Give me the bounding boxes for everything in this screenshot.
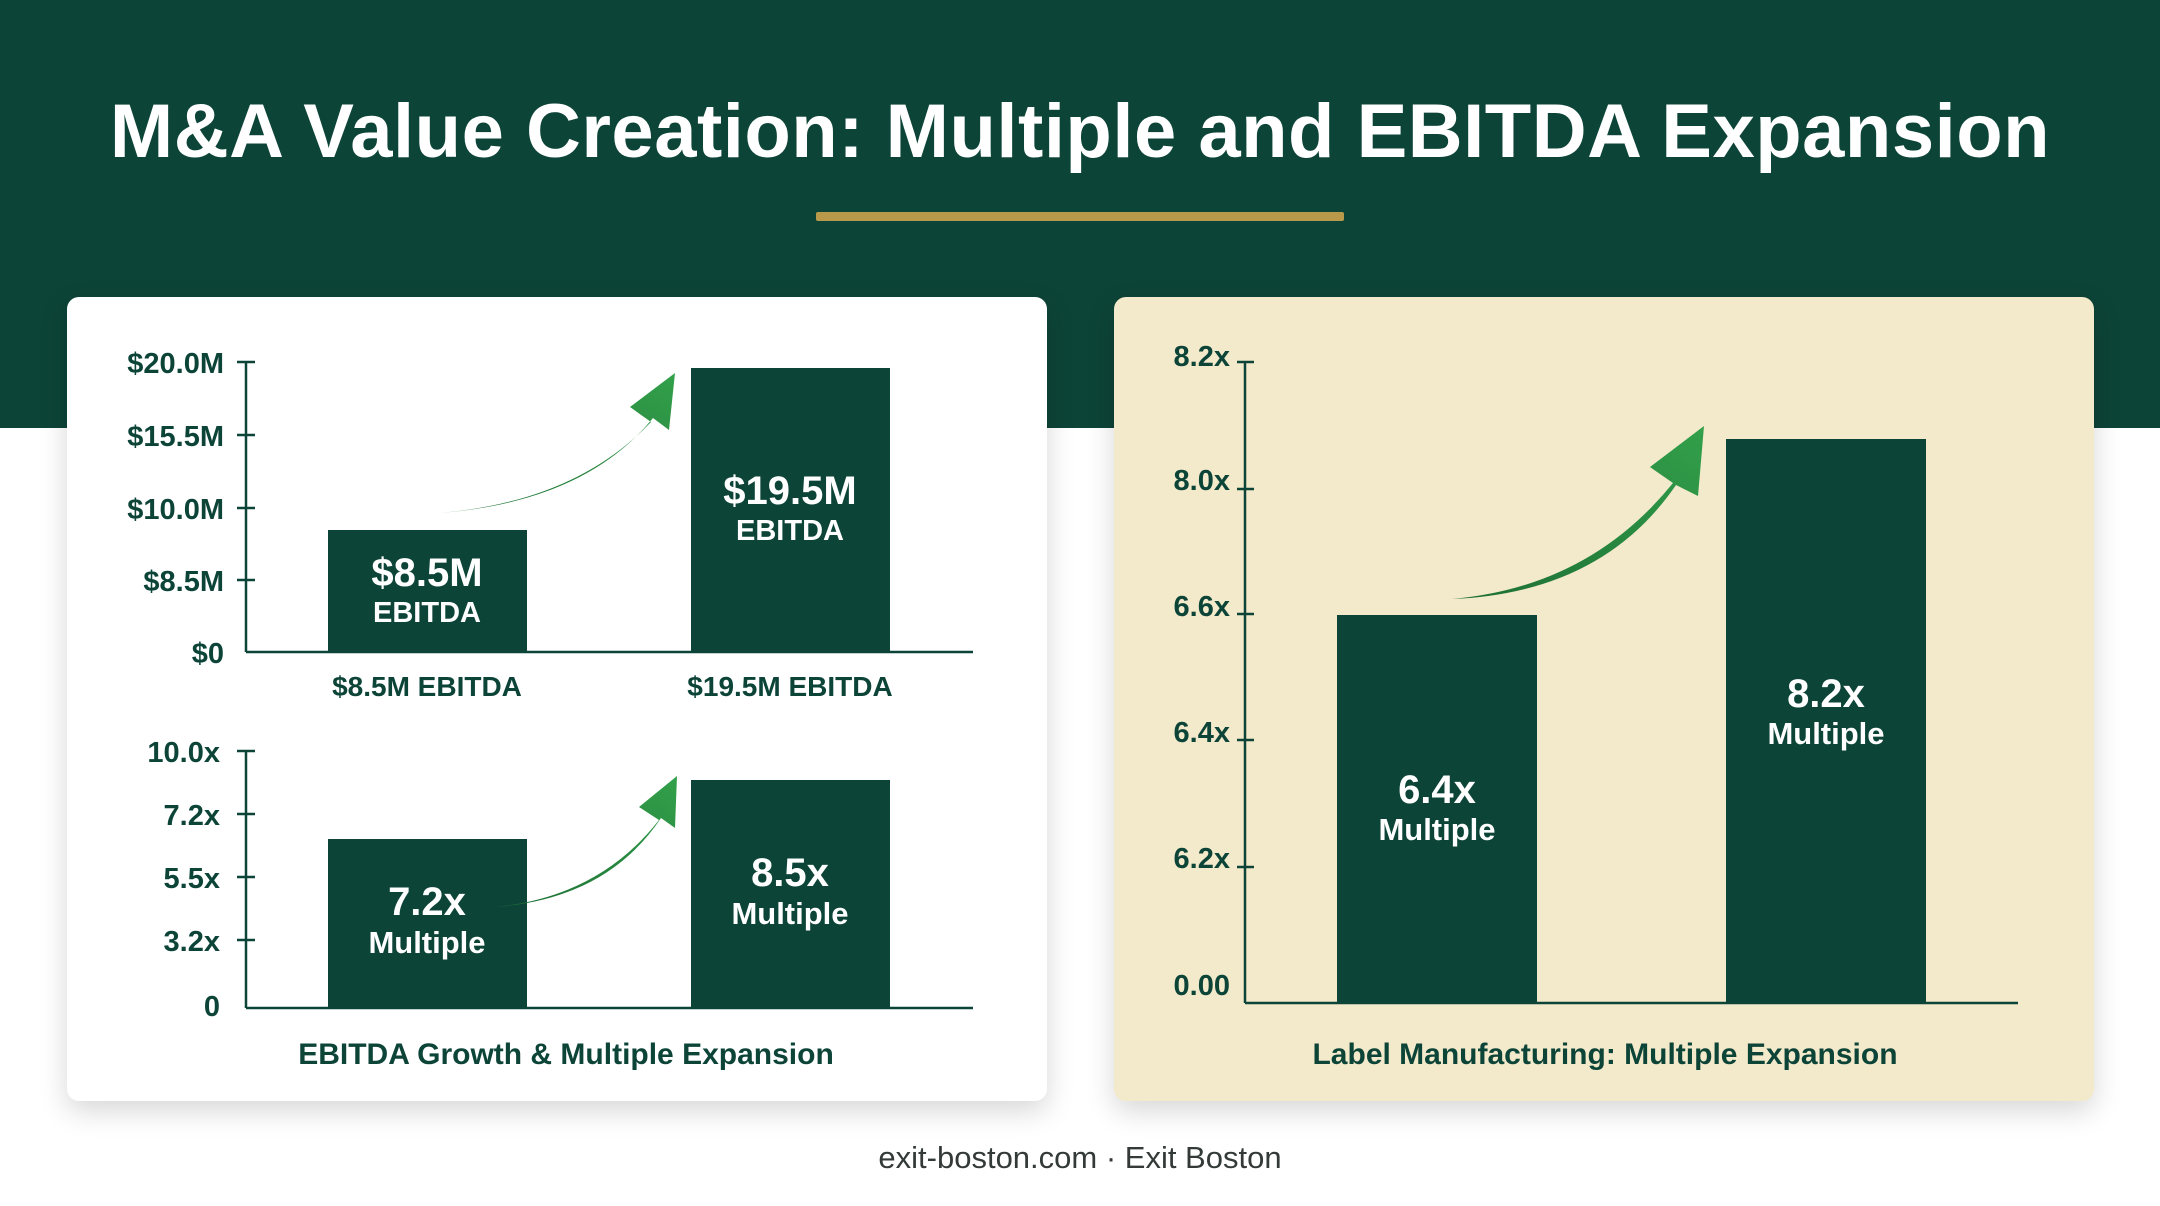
multiple-tick-label: 5.5x	[164, 863, 220, 895]
multiple-tick-label: 7.2x	[164, 800, 220, 832]
multiple-tick-label: 10.0x	[147, 737, 220, 769]
ebitda-bar-unit-label: EBITDA	[736, 515, 844, 547]
lm-tick-label: 6.4x	[1174, 717, 1230, 749]
multiple-bar-unit-label: Multiple	[368, 925, 485, 960]
multiple-y-ticks: 0 3.2x 5.5x 7.2x 10.0x	[147, 737, 255, 1023]
ebitda-tick-label: $15.5M	[127, 421, 224, 453]
ebitda-category-label: $19.5M EBITDA	[687, 671, 892, 702]
ebitda-tick-label: $20.0M	[127, 348, 224, 380]
left-chart-card: $0 $8.5M $10.0M $15.5M $20.0M $8.5M EBIT…	[67, 297, 1047, 1101]
ebitda-bar-19-5m	[691, 368, 890, 652]
right-card-caption: Label Manufacturing: Multiple Expansion	[1312, 1038, 1897, 1071]
left-charts-svg: $0 $8.5M $10.0M $15.5M $20.0M $8.5M EBIT…	[127, 348, 973, 1071]
multiple-tick-label: 3.2x	[164, 926, 220, 958]
lm-bar-value-label: 6.4x	[1398, 768, 1476, 812]
label-manufacturing-chart: 0.00 6.2x 6.4x 6.6x 8.0x 8.2x 6.4x Multi…	[1174, 341, 2018, 1071]
multiple-growth-arrow-icon	[495, 776, 677, 907]
ebitda-bar-value-label: $19.5M	[723, 469, 856, 513]
lm-bar-8-2x	[1726, 439, 1926, 1003]
lm-tick-label: 6.2x	[1174, 843, 1230, 875]
lm-bar-6-4x	[1337, 615, 1537, 1003]
ebitda-tick-label: $0	[192, 638, 224, 670]
left-card-caption: EBITDA Growth & Multiple Expansion	[298, 1038, 834, 1071]
ebitda-chart: $0 $8.5M $10.0M $15.5M $20.0M $8.5M EBIT…	[127, 348, 973, 702]
multiple-bar-unit-label: Multiple	[731, 896, 848, 931]
ebitda-category-label: $8.5M EBITDA	[332, 671, 522, 702]
multiple-bar-value-label: 8.5x	[751, 851, 829, 895]
lm-tick-label: 8.0x	[1174, 465, 1230, 497]
lm-bar-unit-label: Multiple	[1767, 716, 1884, 751]
multiple-bar-value-label: 7.2x	[388, 880, 466, 924]
ebitda-bar-8-5m	[328, 530, 527, 652]
multiple-bar-7-2x	[328, 839, 527, 1008]
ebitda-tick-label: $10.0M	[127, 494, 224, 526]
multiple-bar-8-5x	[691, 780, 890, 1008]
title-underline	[816, 212, 1344, 221]
multiple-tick-label: 0	[204, 991, 220, 1023]
page-title: M&A Value Creation: Multiple and EBITDA …	[109, 89, 2051, 174]
lm-bar-value-label: 8.2x	[1787, 672, 1865, 716]
lm-bar-unit-label: Multiple	[1378, 812, 1495, 847]
footer-credit: exit-boston.com · Exit Boston	[878, 1140, 1282, 1175]
lm-tick-label: 0.00	[1174, 970, 1230, 1002]
ebitda-growth-arrow-icon	[439, 373, 675, 513]
right-chart-card: 0.00 6.2x 6.4x 6.6x 8.0x 8.2x 6.4x Multi…	[1114, 297, 2094, 1101]
ebitda-bar-unit-label: EBITDA	[373, 597, 481, 629]
right-chart-svg: 0.00 6.2x 6.4x 6.6x 8.0x 8.2x 6.4x Multi…	[1174, 341, 2018, 1071]
multiple-chart: 0 3.2x 5.5x 7.2x 10.0x 7.2x Multiple 8.5…	[147, 737, 973, 1071]
lm-tick-label: 8.2x	[1174, 341, 1230, 373]
ebitda-y-ticks: $0 $8.5M $10.0M $15.5M $20.0M	[127, 348, 255, 670]
ebitda-tick-label: $8.5M	[143, 566, 224, 598]
lm-tick-label: 6.6x	[1174, 591, 1230, 623]
ebitda-bar-value-label: $8.5M	[371, 551, 482, 595]
lm-y-ticks: 0.00 6.2x 6.4x 6.6x 8.0x 8.2x	[1174, 341, 1254, 1002]
lm-growth-arrow-icon	[1452, 426, 1704, 599]
